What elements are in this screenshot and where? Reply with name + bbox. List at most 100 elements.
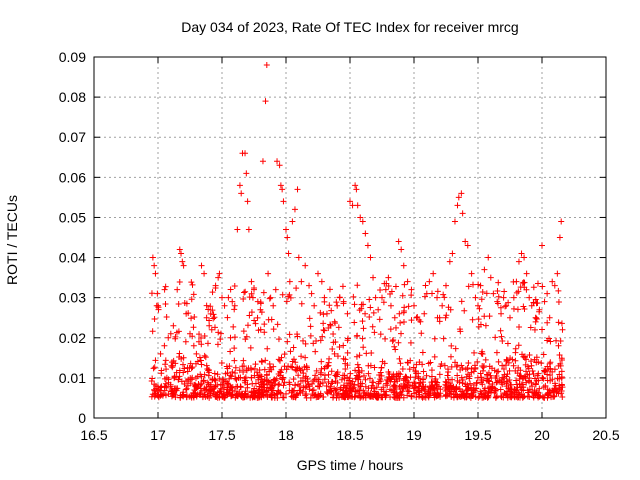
data-point <box>173 329 180 336</box>
data-point <box>558 390 565 397</box>
data-point <box>457 328 464 335</box>
data-point <box>262 357 269 364</box>
data-point <box>545 392 552 399</box>
data-point <box>152 270 159 277</box>
data-point <box>521 305 528 312</box>
data-point <box>510 294 517 301</box>
data-point <box>474 374 481 381</box>
data-point <box>320 320 327 327</box>
data-point <box>267 385 274 392</box>
data-point <box>238 190 245 197</box>
data-point <box>395 339 402 346</box>
data-point <box>558 368 565 375</box>
data-point <box>382 392 389 399</box>
data-point <box>355 382 362 389</box>
data-point <box>464 371 471 378</box>
data-point <box>529 383 536 390</box>
data-point <box>176 278 183 285</box>
data-point <box>258 391 265 398</box>
data-point <box>386 375 393 382</box>
data-point <box>187 330 193 337</box>
data-point <box>152 357 159 364</box>
data-point <box>544 290 551 297</box>
data-point <box>539 393 546 400</box>
data-point <box>428 367 435 374</box>
data-point <box>193 350 200 357</box>
data-point <box>473 385 480 392</box>
data-point <box>491 367 498 374</box>
data-point <box>157 350 164 357</box>
data-point <box>377 331 384 338</box>
data-point <box>553 389 560 396</box>
data-point <box>524 363 531 370</box>
data-point <box>528 379 535 386</box>
y-tick-label: 0.02 <box>59 330 86 346</box>
data-point <box>165 334 172 341</box>
data-point <box>256 366 263 373</box>
data-point <box>478 379 485 386</box>
data-point <box>189 281 196 288</box>
data-point <box>506 367 513 374</box>
data-point <box>489 383 496 390</box>
data-point <box>547 359 554 366</box>
data-point <box>263 372 270 379</box>
data-point <box>227 348 234 355</box>
data-point <box>407 339 414 346</box>
data-point <box>332 372 339 379</box>
data-point <box>232 364 239 371</box>
data-point <box>521 279 528 286</box>
data-point <box>174 286 181 293</box>
data-point <box>505 384 512 391</box>
data-point <box>415 373 422 380</box>
data-point <box>285 250 292 257</box>
data-point <box>279 291 286 298</box>
data-point <box>372 393 379 400</box>
data-point <box>196 354 203 361</box>
data-point <box>411 379 418 386</box>
data-point <box>171 385 178 392</box>
data-point <box>551 282 558 289</box>
data-point <box>491 389 498 396</box>
data-point <box>400 262 407 269</box>
data-point <box>351 394 358 401</box>
data-point <box>393 370 400 377</box>
data-point <box>356 352 363 359</box>
data-point <box>286 278 293 285</box>
data-point <box>353 186 360 193</box>
data-point <box>362 230 369 237</box>
data-point <box>148 290 155 297</box>
data-point <box>443 282 449 289</box>
data-point <box>408 393 415 400</box>
data-point <box>395 238 402 245</box>
data-point <box>483 290 490 297</box>
data-point <box>244 198 251 205</box>
data-point <box>525 389 532 396</box>
y-tick-labels: 0 0.01 0.02 0.03 0.04 0.05 0.06 0.07 0.08 0.09 <box>59 49 86 426</box>
data-point <box>425 360 432 367</box>
data-point <box>558 381 565 388</box>
data-point <box>187 360 194 367</box>
data-point <box>248 290 255 297</box>
data-point <box>150 365 157 372</box>
data-point <box>428 373 435 380</box>
data-point <box>447 306 454 313</box>
data-point <box>405 303 412 310</box>
data-point <box>289 358 296 365</box>
data-point <box>200 377 207 384</box>
data-point <box>536 385 543 392</box>
data-point <box>513 387 520 394</box>
data-point <box>413 361 420 368</box>
data-point <box>239 363 246 370</box>
data-point <box>248 278 255 285</box>
data-point <box>485 390 492 397</box>
data-point <box>327 321 334 328</box>
data-point <box>401 307 408 314</box>
data-point <box>485 254 492 261</box>
data-point <box>340 387 347 394</box>
data-point <box>540 375 547 382</box>
data-point <box>399 292 406 299</box>
data-point <box>436 314 443 321</box>
data-point <box>482 356 489 363</box>
data-point <box>408 317 415 324</box>
data-point <box>191 381 198 388</box>
